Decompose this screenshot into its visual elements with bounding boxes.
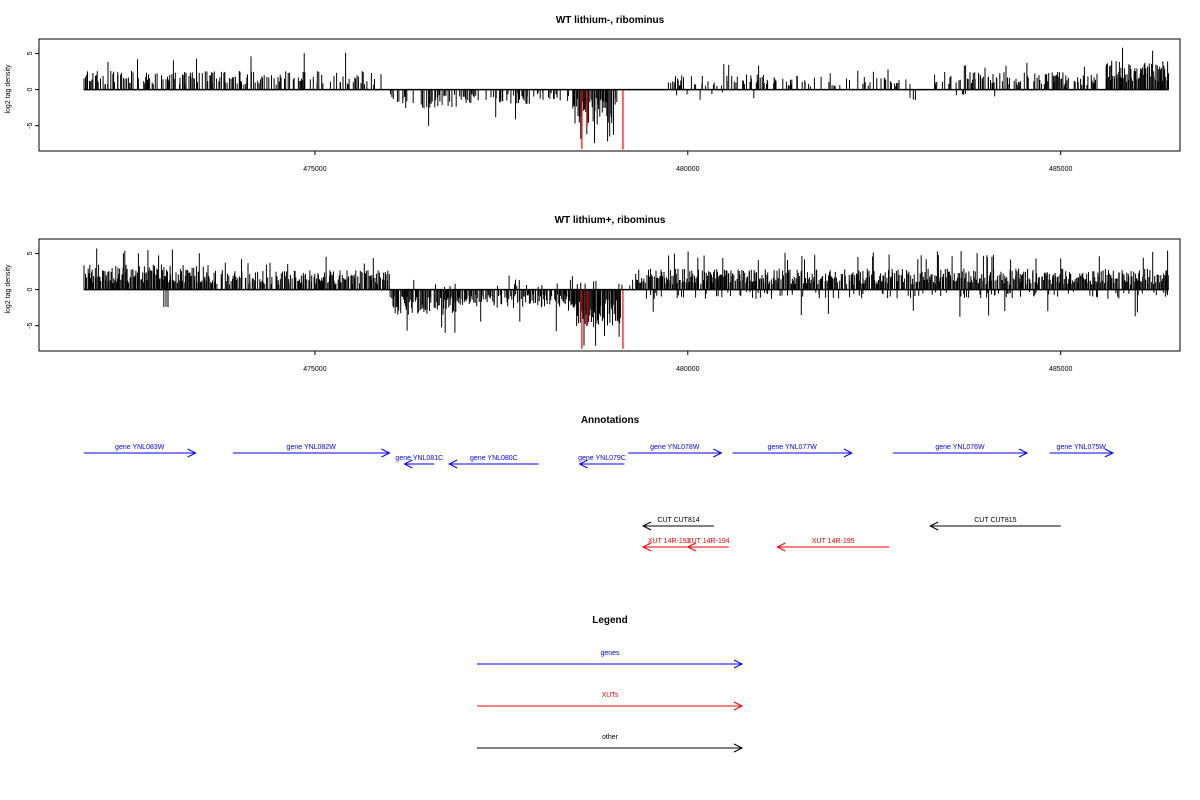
y-axis-label: log2 tag density [5,64,12,114]
annotations-title: Annotations [581,415,640,426]
y-tick-label: 0 [27,88,34,92]
plot-frame [38,38,1181,152]
y-tick-label: -5 [27,322,34,328]
axis-ticks: -5 0 5 475000 480000 485000 [27,51,1072,173]
y-axis-label: log2 tag density [5,264,12,314]
signal-bars [83,248,1169,349]
feature-label: gene YNL078W [650,444,700,451]
feature-arrow: XUT 14R-192 [641,538,696,552]
x-tick-label: 475000 [303,366,326,373]
feature-label: gene YNL079C [578,455,626,462]
y-tick-label: 5 [27,251,34,255]
track-panel-lithium-plus: WT lithium+, ribominus log2 tag density … [5,215,1181,373]
track-title: WT lithium-, ribominus [556,15,665,26]
annotation-features: gene YNL083W gene YNL082W gene YNL081C gene… [83,444,1115,552]
x-tick-label: 485000 [1049,366,1072,373]
feature-arrow: XUT 14R-194 [686,538,730,552]
x-tick-label: 485000 [1049,166,1072,173]
legend-label: other [602,734,619,741]
feature-label: XUT 14R-194 [687,538,730,545]
feature-label: XUT 14R-192 [648,538,691,545]
y-tick-label-group: -5 [27,322,34,328]
feature-arrow: gene YNL077W [732,444,853,458]
x-tick-label: 480000 [676,366,699,373]
legend-label: genes [600,650,620,657]
feature-label: CUT CUT815 [974,517,1016,524]
feature-arrow: gene YNL079C [578,455,626,469]
feature-arrow: XUT 14R-195 [776,538,890,552]
legend-section: Legend genes XUTs other [477,615,744,753]
feature-label: gene YNL082W [287,444,337,451]
feature-arrow: gene YNL083W [83,444,197,458]
track-title: WT lithium+, ribominus [555,215,666,226]
y-tick-label-group: 5 [27,51,34,55]
y-tick-label-group: -5 [27,122,34,128]
y-tick-label-group: 5 [27,251,34,255]
feature-label: gene YNL081C [395,455,443,462]
legend-item: other [477,734,744,753]
feature-label: gene YNL075W [1057,444,1107,451]
annotations-section: Annotations gene YNL083W gene YNL082Wgene… [83,415,1115,552]
feature-label: gene YNL076W [935,444,985,451]
legend-item: genes [477,650,744,669]
feature-arrow: gene YNL080C [448,455,539,469]
y-tick-label-group: 0 [27,88,34,92]
feature-label: gene YNL080C [470,455,518,462]
y-axis-label-group: log2 tag density [5,64,12,114]
plot-frame [38,238,1181,352]
legend-items: genes XUTs other [477,650,744,753]
feature-label: gene YNL077W [768,444,818,451]
axis-ticks: -5 0 5 475000 480000 485000 [27,251,1072,373]
feature-arrow: gene YNL081C [395,455,443,469]
feature-arrow: gene YNL082W [232,444,391,458]
x-tick-label: 475000 [303,166,326,173]
feature-label: XUT 14R-195 [812,538,855,545]
feature-label: CUT CUT814 [657,517,699,524]
x-tick-label: 480000 [676,166,699,173]
feature-arrow: gene YNL078W [628,444,723,458]
legend-item: XUTs [477,692,744,711]
y-tick-label: -5 [27,122,34,128]
legend-title: Legend [592,615,628,626]
feature-arrow: gene YNL075W [1049,444,1115,458]
feature-arrow: CUT CUT815 [929,517,1061,531]
signal-bars [83,47,1169,150]
feature-arrow: CUT CUT814 [641,517,714,531]
y-tick-label: 0 [27,288,34,292]
legend-label: XUTs [602,692,619,699]
y-axis-label-group: log2 tag density [5,264,12,314]
feature-arrow: gene YNL076W [892,444,1029,458]
y-tick-label-group: 0 [27,288,34,292]
y-tick-label: 5 [27,51,34,55]
feature-label: gene YNL083W [115,444,165,451]
track-panel-lithium-minus: WT lithium-, ribominus log2 tag density … [5,15,1181,173]
